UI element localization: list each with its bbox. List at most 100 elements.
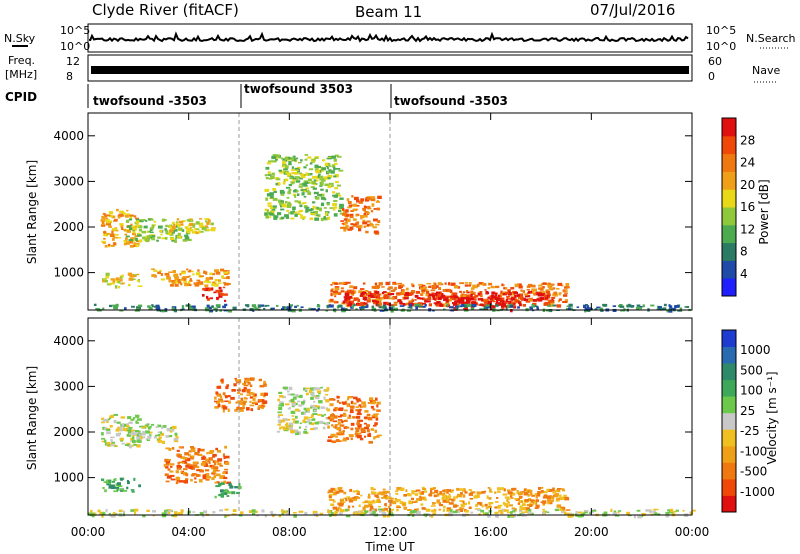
cell xyxy=(108,214,113,218)
cell xyxy=(330,284,333,286)
cell xyxy=(295,431,299,436)
cell xyxy=(370,405,374,409)
cell xyxy=(160,233,163,236)
cell xyxy=(151,274,156,278)
cell xyxy=(121,423,124,427)
cell xyxy=(205,458,209,462)
cell xyxy=(422,488,427,491)
cell xyxy=(215,304,221,307)
cell xyxy=(290,411,296,414)
cell xyxy=(326,203,330,206)
cell xyxy=(656,308,660,311)
cell xyxy=(282,418,288,422)
cell xyxy=(143,425,148,428)
cell xyxy=(399,305,405,307)
cell xyxy=(313,400,316,403)
cell xyxy=(349,488,353,492)
cell xyxy=(171,429,175,432)
cell xyxy=(338,194,342,197)
cell xyxy=(347,296,351,300)
cell xyxy=(320,188,324,191)
cell xyxy=(637,307,642,310)
cell xyxy=(182,460,187,463)
cell xyxy=(363,302,368,305)
cell xyxy=(175,222,179,226)
cell xyxy=(295,402,298,406)
cell xyxy=(379,304,382,308)
cell xyxy=(285,178,289,182)
cell xyxy=(120,275,124,278)
noise-right-tick-bottom: 10^0 xyxy=(706,40,736,53)
cell xyxy=(200,230,204,233)
cell xyxy=(333,512,336,516)
time-axis-label: Time UT xyxy=(364,540,415,554)
cell xyxy=(352,512,355,516)
cell xyxy=(91,514,95,518)
cpid-segment-2: twofsound -3503 xyxy=(394,94,508,108)
cell xyxy=(155,434,160,437)
cell xyxy=(110,438,113,443)
cell xyxy=(366,223,372,227)
cell xyxy=(317,307,320,310)
cell xyxy=(376,404,379,408)
cell xyxy=(373,208,378,210)
scatter-region-7 xyxy=(327,486,571,513)
cell xyxy=(319,175,324,179)
cell xyxy=(370,210,374,213)
cell xyxy=(523,492,529,496)
cell xyxy=(135,420,138,424)
cell xyxy=(110,444,115,447)
cell xyxy=(285,512,290,515)
cell xyxy=(503,300,508,304)
cell xyxy=(174,238,177,242)
cell xyxy=(401,290,405,294)
cell xyxy=(467,294,472,297)
cell xyxy=(202,287,206,291)
cell xyxy=(290,217,295,220)
cell xyxy=(442,494,447,498)
cell xyxy=(514,283,519,288)
cell xyxy=(119,279,123,282)
cell xyxy=(545,291,551,294)
cell xyxy=(384,494,388,499)
cell xyxy=(222,453,225,457)
cell xyxy=(169,463,175,466)
cell xyxy=(211,282,215,287)
cell xyxy=(277,154,280,158)
cell xyxy=(147,423,150,426)
cell xyxy=(201,456,207,460)
cell xyxy=(115,285,118,289)
cell xyxy=(360,512,364,514)
cell xyxy=(666,309,669,313)
cell xyxy=(195,473,199,477)
cell xyxy=(185,464,190,468)
cell xyxy=(426,282,432,285)
cell xyxy=(355,415,361,419)
cell xyxy=(178,281,182,284)
cell xyxy=(520,500,524,503)
cell xyxy=(177,512,182,516)
cell xyxy=(505,505,509,508)
cell xyxy=(303,428,307,431)
cell xyxy=(184,282,189,287)
cell xyxy=(174,280,179,284)
cell xyxy=(670,508,674,513)
cell xyxy=(473,495,478,499)
cell xyxy=(483,490,486,493)
scatter-region-6 xyxy=(327,395,382,444)
cell xyxy=(563,294,568,297)
cell xyxy=(157,437,162,440)
cell xyxy=(639,306,643,308)
cell xyxy=(135,430,139,434)
cell xyxy=(106,442,110,445)
cell xyxy=(333,441,336,444)
cell xyxy=(187,304,191,307)
cell xyxy=(317,175,320,178)
cell xyxy=(293,512,297,514)
cell xyxy=(403,297,409,300)
cell xyxy=(484,300,490,303)
cell xyxy=(323,216,326,220)
cell xyxy=(221,404,226,408)
cell xyxy=(111,230,114,234)
cell xyxy=(462,297,466,300)
